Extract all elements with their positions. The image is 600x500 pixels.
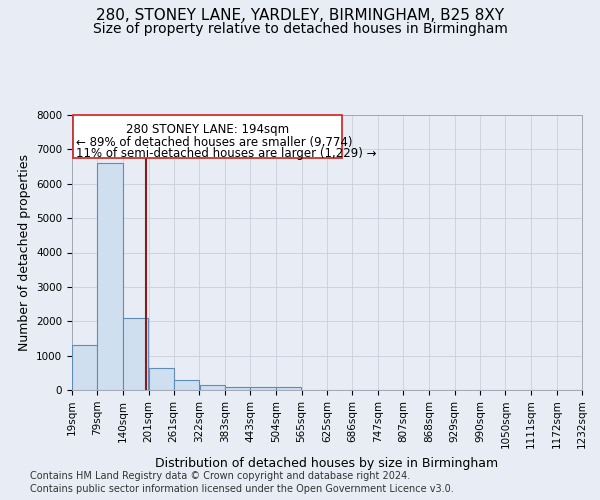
Text: ← 89% of detached houses are smaller (9,774): ← 89% of detached houses are smaller (9,… — [76, 136, 353, 149]
Bar — [225, 386, 250, 390]
Bar — [250, 387, 276, 390]
Text: 280 STONEY LANE: 194sqm: 280 STONEY LANE: 194sqm — [125, 122, 289, 136]
Bar — [174, 380, 199, 390]
Text: 280, STONEY LANE, YARDLEY, BIRMINGHAM, B25 8XY: 280, STONEY LANE, YARDLEY, BIRMINGHAM, B… — [96, 8, 504, 22]
Text: Size of property relative to detached houses in Birmingham: Size of property relative to detached ho… — [92, 22, 508, 36]
Bar — [123, 318, 148, 390]
Bar — [97, 163, 123, 390]
Text: Contains HM Land Registry data © Crown copyright and database right 2024.: Contains HM Land Registry data © Crown c… — [30, 471, 410, 481]
Bar — [73, 115, 341, 158]
Bar — [72, 346, 97, 390]
Text: Contains public sector information licensed under the Open Government Licence v3: Contains public sector information licen… — [30, 484, 454, 494]
X-axis label: Distribution of detached houses by size in Birmingham: Distribution of detached houses by size … — [155, 457, 499, 470]
Bar — [199, 385, 225, 390]
Text: 11% of semi-detached houses are larger (1,229) →: 11% of semi-detached houses are larger (… — [76, 147, 377, 160]
Bar — [149, 368, 173, 390]
Bar — [276, 387, 301, 390]
Y-axis label: Number of detached properties: Number of detached properties — [17, 154, 31, 351]
